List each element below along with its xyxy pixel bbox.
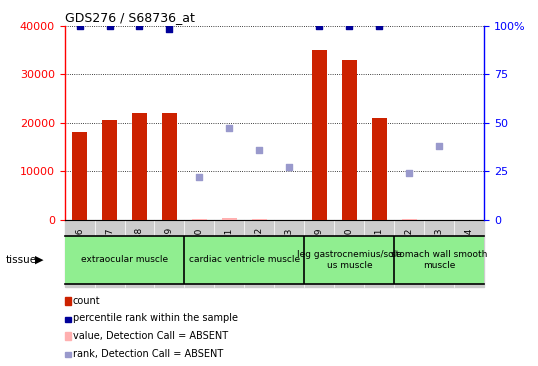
Bar: [334, 220, 364, 288]
Point: [435, 143, 443, 149]
Bar: [402, 219, 417, 220]
Point: [405, 170, 414, 176]
Point: [285, 164, 294, 170]
Text: percentile rank within the sample: percentile rank within the sample: [73, 313, 238, 324]
Point: [75, 23, 84, 29]
Bar: [454, 220, 484, 288]
Bar: [312, 50, 327, 220]
Bar: [215, 220, 244, 288]
Text: tissue: tissue: [5, 255, 37, 265]
Bar: [274, 220, 305, 288]
Text: stomach wall smooth
muscle: stomach wall smooth muscle: [391, 250, 487, 270]
Point: [195, 174, 204, 180]
Point: [225, 126, 233, 131]
Bar: [124, 220, 154, 288]
Text: value, Detection Call = ABSENT: value, Detection Call = ABSENT: [73, 331, 228, 341]
Bar: [185, 220, 215, 288]
Text: leg gastrocnemius/sole
us muscle: leg gastrocnemius/sole us muscle: [297, 250, 402, 270]
Point: [255, 147, 264, 153]
Text: extraocular muscle: extraocular muscle: [81, 255, 168, 264]
Bar: [95, 220, 124, 288]
Bar: [65, 220, 95, 288]
Text: rank, Detection Call = ABSENT: rank, Detection Call = ABSENT: [73, 348, 223, 359]
Text: GDS276 / S68736_at: GDS276 / S68736_at: [65, 11, 194, 25]
Bar: [305, 220, 334, 288]
Text: cardiac ventricle muscle: cardiac ventricle muscle: [189, 255, 300, 264]
Point: [375, 23, 384, 29]
Bar: [342, 60, 357, 220]
Bar: [162, 113, 177, 220]
Bar: [364, 220, 394, 288]
Point: [165, 27, 174, 33]
Text: ▶: ▶: [35, 255, 44, 265]
Bar: [102, 120, 117, 220]
Bar: [192, 219, 207, 220]
Bar: [394, 220, 424, 288]
Bar: [244, 220, 274, 288]
Point: [345, 23, 353, 29]
Point: [135, 23, 144, 29]
Text: count: count: [73, 296, 101, 306]
Bar: [154, 220, 185, 288]
Bar: [132, 113, 147, 220]
Bar: [252, 219, 267, 220]
Bar: [372, 118, 387, 220]
Bar: [424, 220, 454, 288]
Bar: [72, 132, 87, 220]
Bar: [222, 218, 237, 220]
Point: [315, 23, 324, 29]
Point: [105, 23, 114, 29]
